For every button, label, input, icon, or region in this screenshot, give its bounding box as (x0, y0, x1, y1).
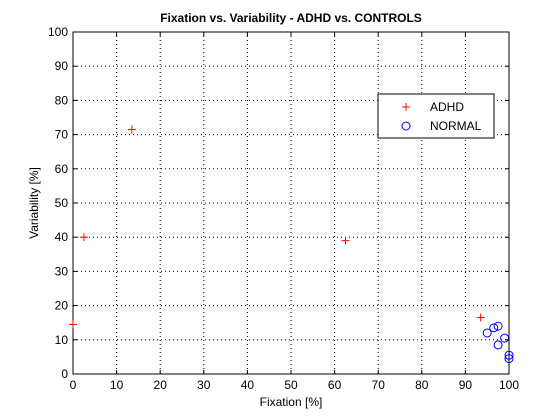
grid-lines (73, 32, 509, 374)
chart-title: Fixation vs. Variability - ADHD vs. CONT… (160, 11, 422, 25)
adhd-point (69, 320, 77, 329)
y-tick-label: 60 (55, 162, 69, 176)
x-tick-label: 30 (197, 378, 211, 392)
x-axis-label: Fixation [%] (260, 395, 323, 409)
data-series (69, 125, 514, 364)
y-tick-label: 80 (55, 93, 69, 107)
y-tick-label: 30 (55, 264, 69, 278)
plot-area (73, 32, 509, 374)
adhd-point (476, 313, 485, 322)
axis-ticks: 0 10 20 30 40 50 60 70 80 90 100 0 10 20 30 40 50 60 70 80 9… (48, 25, 519, 392)
adhd-point (127, 125, 136, 134)
series-normal (482, 321, 514, 364)
y-tick-label: 0 (61, 367, 68, 381)
x-tick-label: 90 (459, 378, 473, 392)
y-tick-label: 10 (55, 333, 69, 347)
y-axis-label: Variability [%] (27, 167, 41, 239)
normal-point (493, 321, 503, 331)
x-tick-label: 50 (284, 378, 298, 392)
y-tick-label: 100 (48, 25, 68, 39)
x-tick-label: 0 (70, 378, 77, 392)
legend-label-adhd: ADHD (430, 100, 464, 114)
normal-point (504, 354, 514, 364)
normal-point (504, 350, 514, 360)
normal-point (489, 323, 499, 333)
x-tick-label: 40 (241, 378, 255, 392)
legend: ADHD NORMAL (377, 93, 495, 139)
x-tick-label: 70 (372, 378, 386, 392)
series-adhd (69, 125, 485, 329)
normal-point (493, 340, 503, 350)
x-tick-label: 80 (415, 378, 429, 392)
legend-box (377, 93, 495, 139)
legend-label-normal: NORMAL (430, 119, 482, 133)
normal-point (482, 328, 492, 338)
x-tick-label: 10 (110, 378, 124, 392)
y-tick-label: 70 (55, 128, 69, 142)
legend-marker-normal (401, 121, 411, 131)
adhd-point (341, 236, 350, 245)
legend-marker-adhd (402, 103, 410, 111)
x-tick-label: 20 (154, 378, 168, 392)
adhd-point (79, 233, 88, 242)
normal-point (500, 333, 510, 343)
x-tick-label: 60 (328, 378, 342, 392)
y-tick-label: 20 (55, 299, 69, 313)
y-tick-label: 50 (55, 196, 69, 210)
y-tick-label: 90 (55, 59, 69, 73)
x-tick-label: 100 (499, 378, 519, 392)
y-tick-label: 40 (55, 230, 69, 244)
